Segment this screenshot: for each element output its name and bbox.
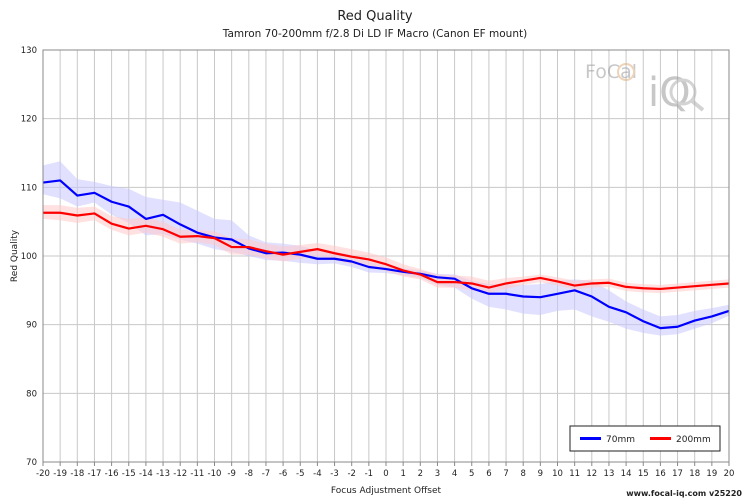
band-70mm [43, 161, 729, 336]
x-tick-label: -7 [262, 469, 270, 479]
x-tick-label: -20 [36, 469, 50, 479]
y-tick-label: 100 [21, 252, 37, 262]
x-tick-label: 8 [520, 469, 525, 479]
magnifier-handle [690, 99, 705, 112]
x-tick-label: 9 [538, 469, 543, 479]
x-tick-label: -6 [279, 469, 287, 479]
x-tick-label: -15 [122, 469, 136, 479]
x-tick-label: -1 [365, 469, 373, 479]
x-tick-label: 3 [435, 469, 440, 479]
x-tick-label: 13 [604, 469, 615, 479]
grid [42, 49, 730, 466]
x-tick-label: -2 [347, 469, 355, 479]
x-tick-label: 2 [418, 469, 423, 479]
x-tick-label: 12 [586, 469, 597, 479]
x-tick-label: 11 [569, 469, 580, 479]
y-tick-label: 130 [21, 46, 37, 56]
legend-label-200mm: 200mm [676, 435, 711, 445]
logo-bottom-text: iQ [648, 70, 691, 116]
x-tick-label: 19 [706, 469, 717, 479]
y-tick-label: 80 [26, 389, 37, 399]
x-tick-label: -14 [139, 469, 153, 479]
chart-title: Red Quality [337, 9, 413, 24]
x-tick-label: -4 [313, 469, 321, 479]
x-tick-label: -11 [190, 469, 204, 479]
series-lines [42, 179, 730, 330]
x-tick-label: -17 [88, 469, 102, 479]
x-tick-label: -18 [70, 469, 84, 479]
x-tick-label: 0 [383, 469, 388, 479]
x-tick-label: -16 [105, 469, 119, 479]
y-tick-label: 70 [26, 458, 37, 468]
x-tick-label: 20 [724, 469, 735, 479]
y-tick-label: 90 [26, 321, 37, 331]
x-tick-label: -8 [245, 469, 253, 479]
x-tick-label: -10 [208, 469, 222, 479]
x-tick-label: 10 [552, 469, 563, 479]
y-tick-label: 120 [21, 115, 37, 125]
magnifier-icon [669, 78, 697, 106]
confidence-bands [43, 161, 729, 336]
legend-label-70mm: 70mm [606, 435, 635, 445]
y-tick-label: 110 [21, 183, 37, 193]
x-tick-label: 18 [689, 469, 700, 479]
x-tick-label: 17 [672, 469, 683, 479]
x-tick-labels: -20 -19 -18 -17 -16 -15 -14 -13 -12 -11 -10 -9 -8 -7-… [36, 469, 734, 479]
x-tick-label: 6 [486, 469, 491, 479]
y-axis-label: Red Quality [10, 229, 20, 282]
x-tick-label: -12 [173, 469, 187, 479]
logo-top-text: FoCal [585, 61, 637, 83]
x-tick-label: -13 [156, 469, 170, 479]
chart-subtitle: Tamron 70-200mm f/2.8 Di LD IF Macro (Ca… [222, 28, 527, 40]
x-tick-label: 1 [400, 469, 405, 479]
logo-ring-icon [617, 63, 635, 81]
x-tick-label: -3 [330, 469, 338, 479]
y-tick-labels: 70 80 90 100 110 120 130 [21, 46, 37, 468]
x-tick-label: 14 [621, 469, 632, 479]
series-line-200mm [43, 211, 730, 291]
focal-iq-logo: FoCal iQ [585, 61, 705, 116]
legend: 70mm 200mm [569, 425, 721, 452]
x-tick-label: 5 [469, 469, 474, 479]
x-tick-label: 4 [452, 469, 457, 479]
footer-watermark: www.focal-iq.com v25220 [626, 489, 742, 498]
plot-frame [42, 49, 730, 463]
series-line-70mm [42, 179, 730, 330]
x-tick-label: 16 [655, 469, 666, 479]
x-axis-label: Focus Adjustment Offset [331, 486, 442, 496]
x-tick-label: -9 [227, 469, 235, 479]
x-tick-label: 7 [503, 469, 508, 479]
x-tick-label: -5 [296, 469, 304, 479]
x-tick-label: -19 [53, 469, 67, 479]
x-tick-label: 15 [638, 469, 649, 479]
